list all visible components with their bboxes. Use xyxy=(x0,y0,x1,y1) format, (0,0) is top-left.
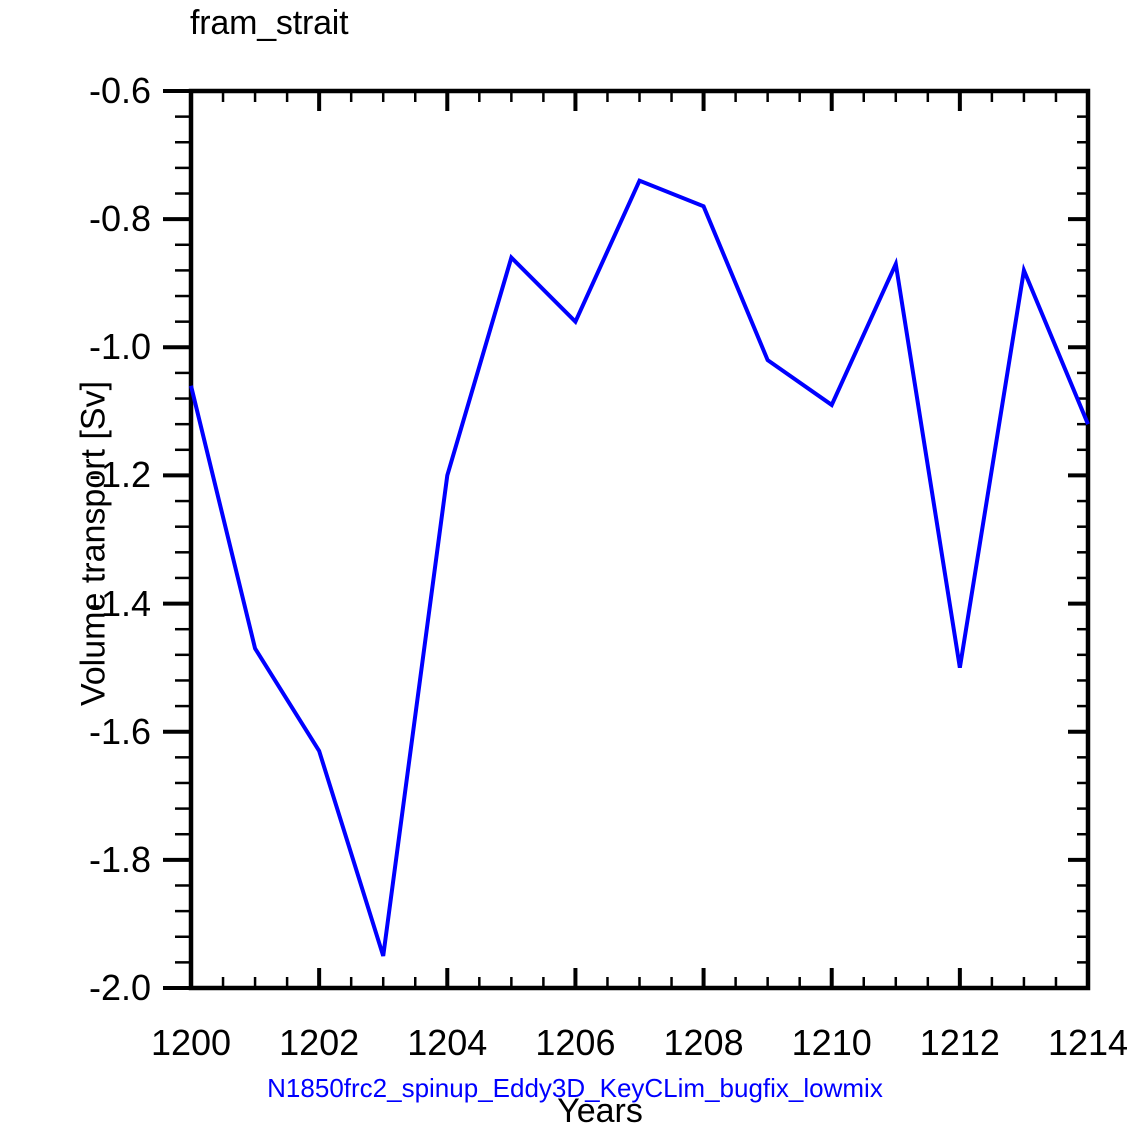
series-legend-label: N1850frc2_spinup_Eddy3D_KeyCLim_bugfix_l… xyxy=(267,1073,883,1103)
axis-frame xyxy=(188,88,1091,991)
data-line xyxy=(189,178,1090,957)
y-tick-label: -1.4 xyxy=(88,582,151,624)
tick-marks xyxy=(163,89,1090,990)
plot-frame xyxy=(188,88,1091,991)
data-series-group xyxy=(189,178,1090,957)
y-tick-label: -1.6 xyxy=(88,710,151,752)
y-tick-label: -1.0 xyxy=(88,326,151,368)
y-tick-label: -0.8 xyxy=(88,198,151,240)
y-tick-label: -1.8 xyxy=(88,838,151,880)
y-axis-label: Volume transport [Sv] xyxy=(74,380,113,707)
page-title: fram_strait xyxy=(190,4,349,42)
y-tick-label: -0.6 xyxy=(88,70,151,111)
x-tick-label: 1206 xyxy=(535,1022,616,1063)
x-tick-label: 1204 xyxy=(407,1022,488,1063)
x-tick-label: 1208 xyxy=(663,1022,744,1063)
y-tick-label: -2.0 xyxy=(88,967,151,1008)
y-tick-label: -1.2 xyxy=(88,454,151,496)
x-tick-label: 1200 xyxy=(150,1022,232,1063)
x-tick-label: 1202 xyxy=(279,1022,360,1063)
x-tick-label: 1212 xyxy=(919,1022,1000,1063)
x-tick-label: 1214 xyxy=(1047,1022,1129,1063)
x-tick-label: 1210 xyxy=(791,1022,872,1063)
x-axis-label: Years xyxy=(557,1092,643,1130)
